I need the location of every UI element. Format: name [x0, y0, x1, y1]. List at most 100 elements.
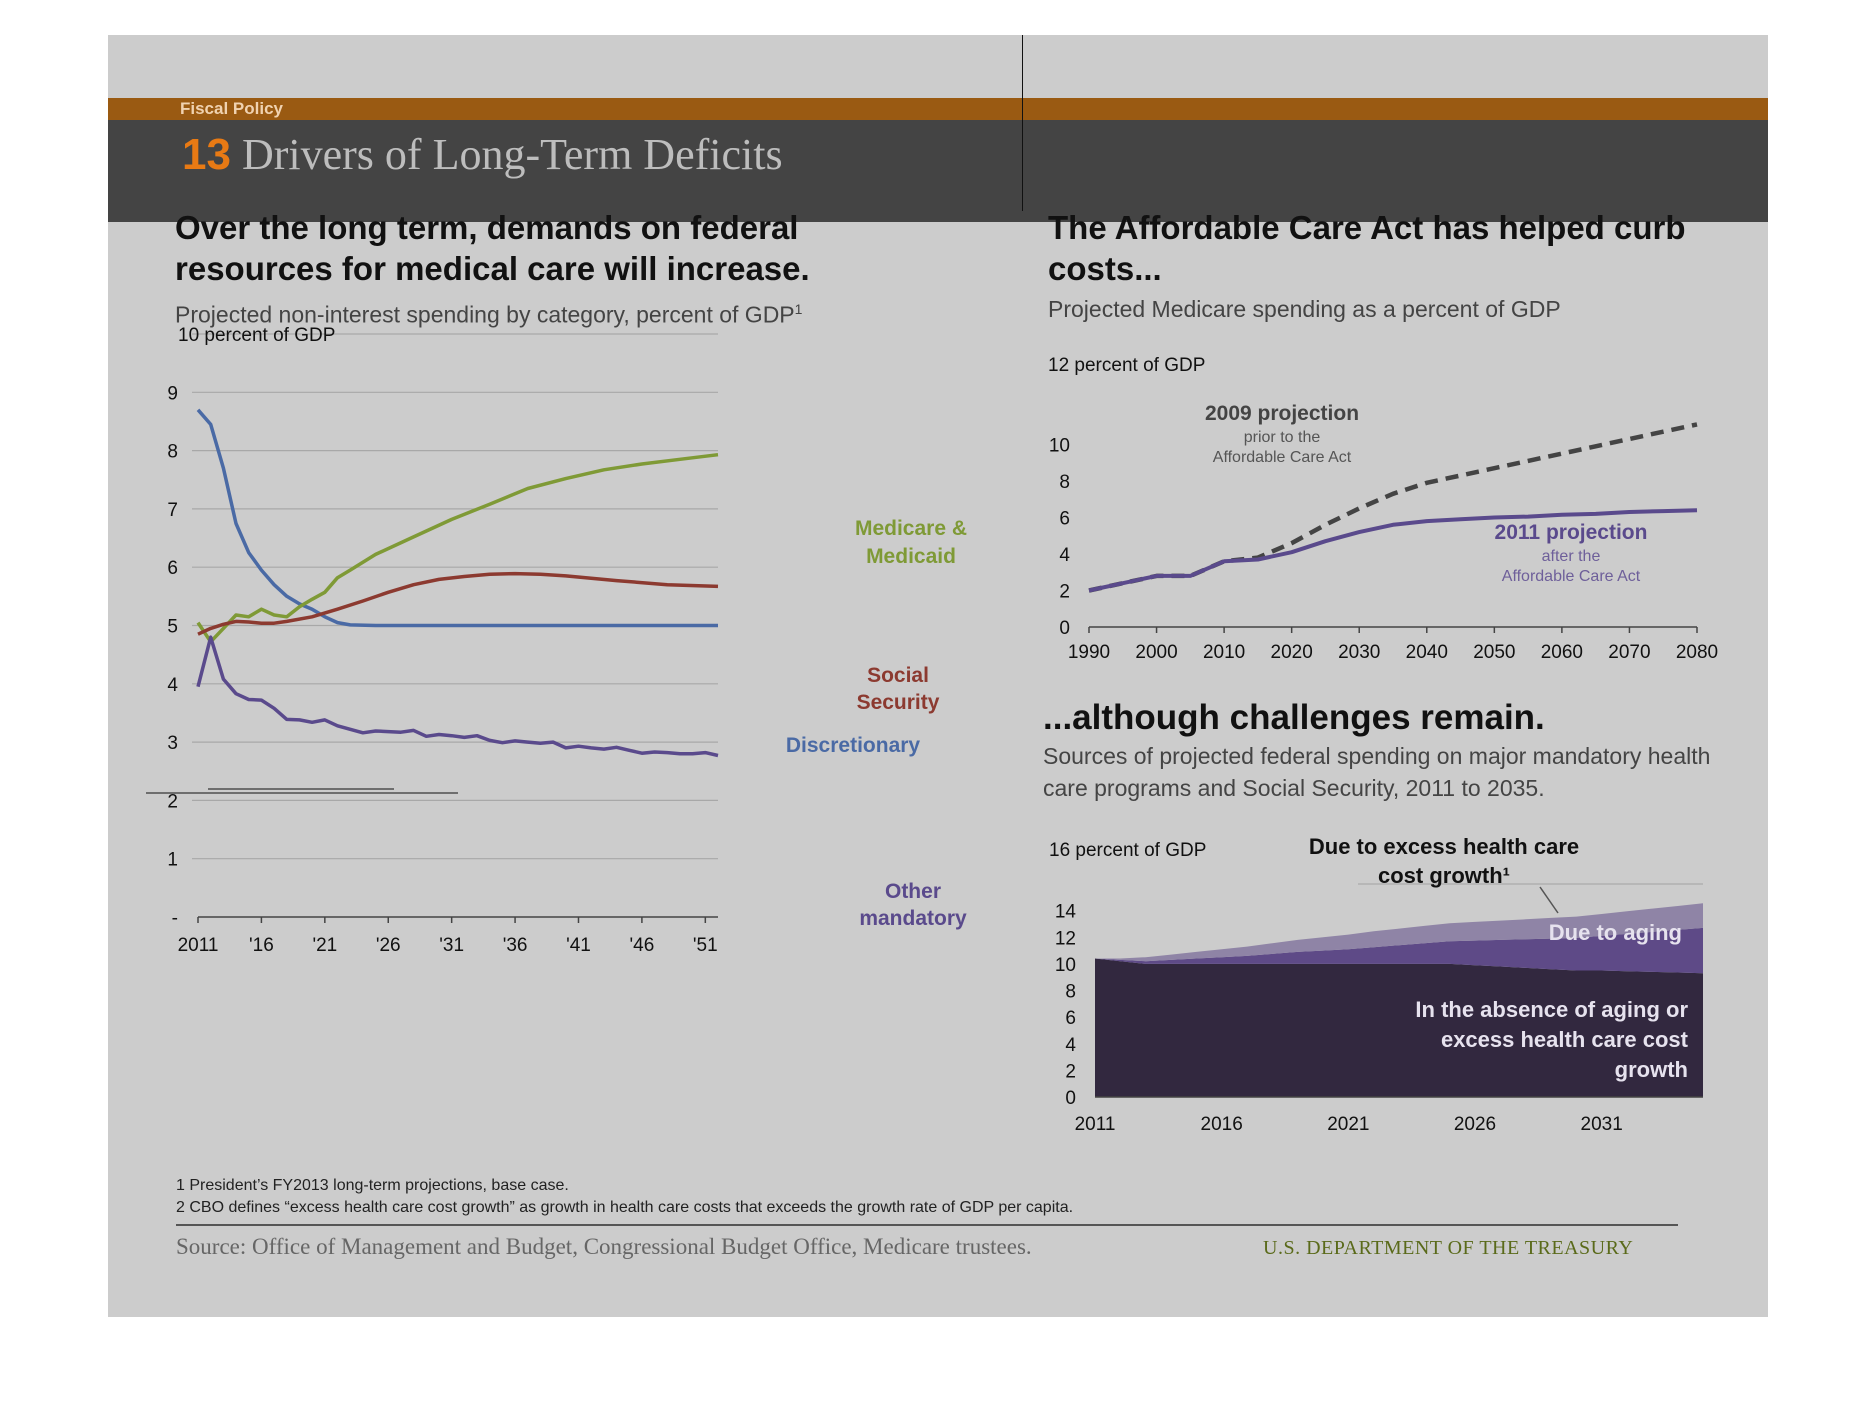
y-tick-label: 4 — [1059, 545, 1070, 566]
health-spending-sources-chart: 0 2 4 6 8 10 12 14 16 percent of GDP 2011 2016 2021… — [1049, 834, 1703, 1135]
spending-by-category-chart: - 1 2 3 4 5 6 7 8 9 10 percent of GDP 2011 '16 '21 '26… — [146, 325, 967, 956]
series-area — [1095, 927, 1703, 974]
x-tick-label: 2026 — [1454, 1114, 1496, 1135]
top-right-headline: The Affordable Care Act has helped curb … — [1048, 209, 1686, 287]
footer-rule — [176, 1224, 1678, 1226]
section-bar — [108, 98, 1768, 120]
y-tick-label: 0 — [1059, 618, 1070, 639]
series-annotation: Affordable Care Act — [1213, 449, 1352, 466]
left-subtitle: Projected non-interest spending by categ… — [175, 293, 802, 331]
y-tick-label: - — [172, 908, 178, 929]
y-tick-label: 7 — [167, 500, 178, 521]
bottom-right-subtitle: Sources of projected federal spending on… — [1043, 743, 1711, 801]
y-axis-label: 12 percent of GDP — [1048, 355, 1205, 376]
slide-title: 13 Drivers of Long-Term Deficits — [182, 129, 783, 180]
y-tick-label: 6 — [1059, 509, 1070, 530]
series-annotation: after the — [1542, 548, 1601, 565]
series-line — [196, 408, 718, 628]
footnote-2: 2 CBO defines “excess health care cost g… — [176, 1199, 1074, 1216]
x-tick-label: '46 — [630, 935, 655, 956]
footnotes: 1 President’s FY2013 long-term projectio… — [176, 1175, 1073, 1219]
agency-name: U.S. DEPARTMENT OF THE TREASURY — [1263, 1237, 1634, 1259]
series-label: Medicaid — [866, 545, 956, 568]
y-tick-label: 12 — [1055, 928, 1076, 949]
x-tick-label: '21 — [312, 935, 337, 956]
medicare-projection-chart: 0 2 4 6 8 10 12 percent of GDP 1990 2000 2010 2020… — [1048, 355, 1718, 663]
series-label: growth — [1615, 1057, 1688, 1082]
slide-number: 13 — [182, 130, 231, 179]
x-tick-label: '36 — [503, 935, 528, 956]
y-tick-label: 8 — [167, 442, 178, 463]
series-annotation: Affordable Care Act — [1502, 568, 1641, 585]
x-tick-label: '31 — [439, 935, 464, 956]
y-tick-label: 2 — [167, 791, 178, 812]
x-tick-label: 2050 — [1473, 642, 1515, 663]
x-tick-label: '51 — [693, 935, 718, 956]
x-tick-label: 2070 — [1608, 642, 1650, 663]
y-tick-label: 0 — [1065, 1088, 1076, 1109]
x-tick-label: 2030 — [1338, 642, 1380, 663]
y-tick-label: 4 — [1065, 1035, 1076, 1056]
top-right-subtitle: Projected Medicare spending as a percent… — [1048, 296, 1561, 322]
series-label: cost growth¹ — [1378, 863, 1510, 888]
bottom-right-headline: ...although challenges remain. — [1043, 698, 1545, 737]
x-tick-label: 2020 — [1271, 642, 1313, 663]
section-label: Fiscal Policy — [180, 99, 283, 118]
series-label: excess health care cost — [1441, 1027, 1689, 1052]
y-tick-label: 6 — [1065, 1008, 1076, 1029]
series-label: 2011 projection — [1495, 521, 1648, 544]
series-area — [1095, 903, 1703, 962]
series-label: Discretionary — [786, 734, 921, 757]
series-label: In the absence of aging or — [1415, 997, 1688, 1022]
x-tick-label: '16 — [249, 935, 274, 956]
series-line — [196, 452, 719, 644]
x-tick-label: 2000 — [1135, 642, 1177, 663]
series-label: mandatory — [859, 907, 967, 930]
x-tick-label: 2010 — [1203, 642, 1245, 663]
x-tick-label: 2080 — [1676, 642, 1718, 663]
left-subtitle-text: Projected non-interest spending by categ… — [175, 301, 795, 328]
y-tick-label: 2 — [1059, 582, 1070, 603]
series-line — [197, 571, 719, 636]
slide: Fiscal Policy 13 Drivers of Long-Term De… — [108, 35, 1768, 1317]
series-label: Due to excess health care — [1309, 834, 1579, 859]
y-axis-label: 16 percent of GDP — [1049, 840, 1206, 861]
y-tick-label: 9 — [167, 383, 178, 404]
y-axis-label: 10 percent of GDP — [178, 325, 335, 346]
x-tick-label: 1990 — [1068, 642, 1110, 663]
series-line — [196, 635, 719, 758]
series-label: Other — [885, 880, 941, 903]
series-label: 2009 projection — [1205, 402, 1359, 425]
y-tick-label: 3 — [167, 733, 178, 754]
x-tick-label: 2060 — [1541, 642, 1583, 663]
x-tick-label: 2011 — [178, 935, 219, 956]
y-tick-label: 8 — [1059, 472, 1070, 493]
footnote-1: 1 President’s FY2013 long-term projectio… — [176, 1177, 569, 1194]
series-line — [1088, 422, 1698, 593]
y-tick-label: 4 — [167, 675, 178, 696]
series-line — [1088, 508, 1698, 593]
series-label: Social — [867, 664, 929, 687]
source-note: Source: Office of Management and Budget,… — [176, 1234, 1032, 1259]
y-tick-label: 2 — [1065, 1061, 1076, 1082]
x-tick-label: '26 — [376, 935, 401, 956]
left-subtitle-footnote-mark: 1 — [794, 301, 803, 317]
series-label: Due to aging — [1549, 920, 1682, 945]
y-tick-label: 14 — [1055, 902, 1077, 923]
x-tick-label: 2011 — [1075, 1114, 1116, 1135]
slide-title-text: Drivers of Long-Term Deficits — [241, 130, 783, 179]
x-tick-label: 2021 — [1327, 1114, 1369, 1135]
y-tick-label: 10 — [1055, 955, 1076, 976]
series-label: Security — [857, 691, 940, 714]
y-tick-label: 1 — [167, 850, 178, 871]
title-bar — [108, 120, 1768, 222]
series-label: Medicare & — [855, 517, 967, 540]
y-tick-label: 8 — [1065, 982, 1076, 1003]
x-tick-label: 2016 — [1201, 1114, 1243, 1135]
y-tick-label: 10 — [1049, 436, 1070, 457]
x-tick-label: '41 — [566, 935, 591, 956]
series-area — [1095, 958, 1703, 1097]
x-tick-label: 2031 — [1581, 1114, 1623, 1135]
y-tick-label: 5 — [167, 617, 178, 638]
left-headline: Over the long term, demands on federal r… — [175, 209, 810, 287]
